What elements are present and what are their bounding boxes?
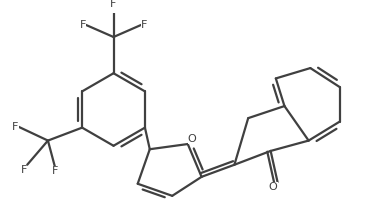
Text: F: F [141,20,147,30]
Text: F: F [110,0,117,9]
Text: F: F [12,122,19,132]
Text: O: O [188,134,197,144]
Text: F: F [52,167,58,176]
Text: F: F [80,20,86,30]
Text: F: F [21,165,27,175]
Text: O: O [269,182,277,192]
